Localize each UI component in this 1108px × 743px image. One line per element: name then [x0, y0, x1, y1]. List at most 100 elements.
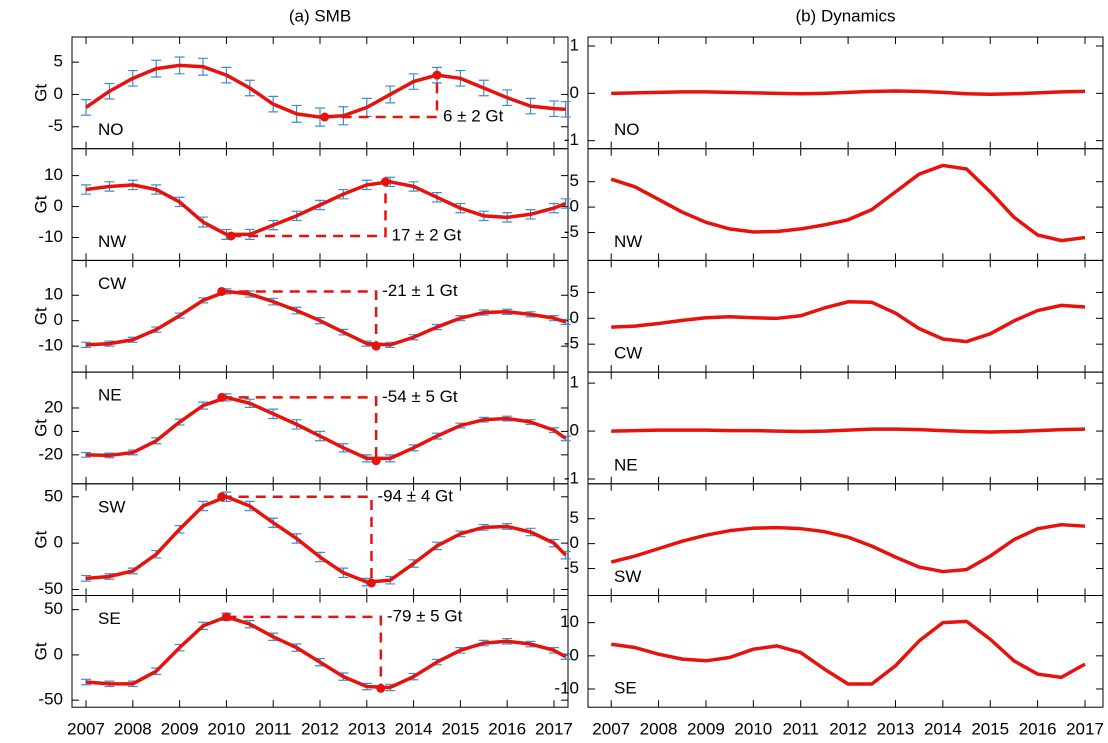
y-tick-label: 0	[570, 533, 579, 552]
annotation-text: 17 ± 2 Gt	[392, 225, 462, 244]
x-tick-label: 2012	[301, 720, 339, 739]
y-tick-label: -1	[564, 130, 579, 149]
y-tick-label: 0	[570, 645, 579, 664]
annotation-point	[226, 231, 236, 241]
series-line	[85, 180, 567, 237]
x-tick-label: 2007	[592, 720, 630, 739]
error-bar	[81, 184, 92, 195]
y-tick-label: 0	[54, 421, 63, 440]
y-tick-label: 50	[44, 599, 63, 618]
plot-frame	[587, 483, 1104, 596]
y-tick-label: 0	[54, 644, 63, 663]
annotation-point	[381, 177, 391, 187]
y-tick-label: 5	[570, 282, 579, 301]
annotation-text: -79 ± 5 Gt	[387, 606, 463, 625]
annotation-point	[320, 112, 330, 122]
panel-title: (a) SMB	[289, 6, 351, 25]
annotation-point	[366, 578, 376, 588]
error-bar	[81, 574, 92, 582]
plot-frame	[71, 595, 569, 708]
annotation-point	[432, 70, 442, 80]
y-tick-label: -10	[38, 227, 63, 246]
series-line	[85, 615, 567, 690]
y-tick-label: 10	[44, 165, 63, 184]
annotation-line	[226, 615, 383, 689]
plot-frame	[71, 259, 569, 373]
annotation-line	[221, 495, 373, 583]
x-tick-label: 2017	[1066, 720, 1104, 739]
y-axis-label: Gt	[31, 195, 50, 213]
panel-label: NW	[98, 232, 126, 251]
panel-label: SE	[98, 609, 121, 628]
x-tick-label: 2007	[67, 720, 105, 739]
y-tick-label: 5	[570, 508, 579, 527]
annotation-point	[371, 341, 381, 351]
series-line	[610, 619, 1086, 686]
panel-label: NE	[98, 386, 122, 405]
panel-label: NW	[614, 232, 642, 251]
y-tick-label: -20	[38, 444, 63, 463]
panel-label: SW	[614, 567, 641, 586]
annotation-point	[371, 456, 381, 466]
annotation-line	[221, 290, 378, 347]
panel-label: SE	[614, 679, 637, 698]
panel-label: NE	[614, 455, 638, 474]
panel: -5 0 5 NW	[564, 148, 1104, 261]
annotation-text: -21 ± 1 Gt	[382, 281, 458, 300]
x-tick-label: 2010	[208, 720, 246, 739]
series-line	[611, 89, 1086, 97]
y-tick-label: 20	[44, 397, 63, 416]
plot-frame	[71, 371, 569, 485]
series-line	[611, 300, 1086, 344]
y-axis-label: Gt	[31, 642, 50, 660]
x-tick-label: 2015	[971, 720, 1009, 739]
y-tick-label: 0	[570, 308, 579, 327]
y-tick-label: -5	[564, 222, 579, 241]
annotation-text: 6 ± 2 Gt	[443, 107, 504, 126]
series-line	[610, 522, 1086, 574]
y-axis-label: Gt	[31, 530, 50, 548]
panel: -5 0 5 CW	[564, 259, 1104, 373]
y-tick-label: -10	[38, 336, 63, 355]
x-tick-label: 2014	[395, 720, 433, 739]
y-tick-label: 0	[570, 197, 579, 216]
y-tick-label: -1	[564, 468, 579, 487]
annotation-point	[217, 392, 227, 402]
y-tick-label: 0	[54, 84, 63, 103]
annotation-point	[221, 612, 231, 622]
y-axis-label: Gt	[31, 84, 50, 102]
x-tick-label: 2011	[255, 720, 292, 739]
x-tick-label: 2014	[924, 720, 962, 739]
x-tick-label: 2013	[348, 720, 386, 739]
y-tick-label: 5	[570, 171, 579, 190]
panel: -5 0 5 SW	[564, 483, 1104, 596]
panel-label: NO	[98, 120, 124, 139]
panel: -1 0 1 NE	[564, 371, 1104, 487]
panel-label: CW	[614, 344, 642, 363]
series-line	[610, 163, 1086, 243]
x-tick-label: 2008	[640, 720, 678, 739]
x-tick-label: 2013	[877, 720, 915, 739]
plot-frame	[587, 371, 1104, 485]
plot-frame	[71, 483, 569, 596]
y-axis-label: Gt	[31, 419, 50, 437]
x-tick-label: 2009	[687, 720, 725, 739]
panel-title: (b) Dynamics	[795, 6, 895, 25]
y-tick-label: 10	[560, 612, 579, 631]
y-tick-label: 0	[54, 310, 63, 329]
error-bar	[81, 678, 92, 686]
y-tick-label: 5	[54, 52, 63, 71]
panel: (a) SMB -5 0 5Gt NO 6 ± 2 Gt	[31, 6, 571, 150]
x-tick-label: 2011	[782, 720, 819, 739]
panel-label: NO	[614, 120, 640, 139]
y-tick-label: 10	[44, 285, 63, 304]
y-tick-label: -5	[564, 334, 579, 353]
y-tick-label: -5	[564, 558, 579, 577]
y-tick-label: -50	[38, 690, 63, 709]
annotation-point	[376, 683, 386, 693]
panel: (b) Dynamics -1 0 1 NO	[564, 6, 1104, 150]
y-tick-label: 1	[570, 35, 579, 54]
y-tick-label: 0	[570, 83, 579, 102]
y-tick-label: -10	[554, 678, 579, 697]
